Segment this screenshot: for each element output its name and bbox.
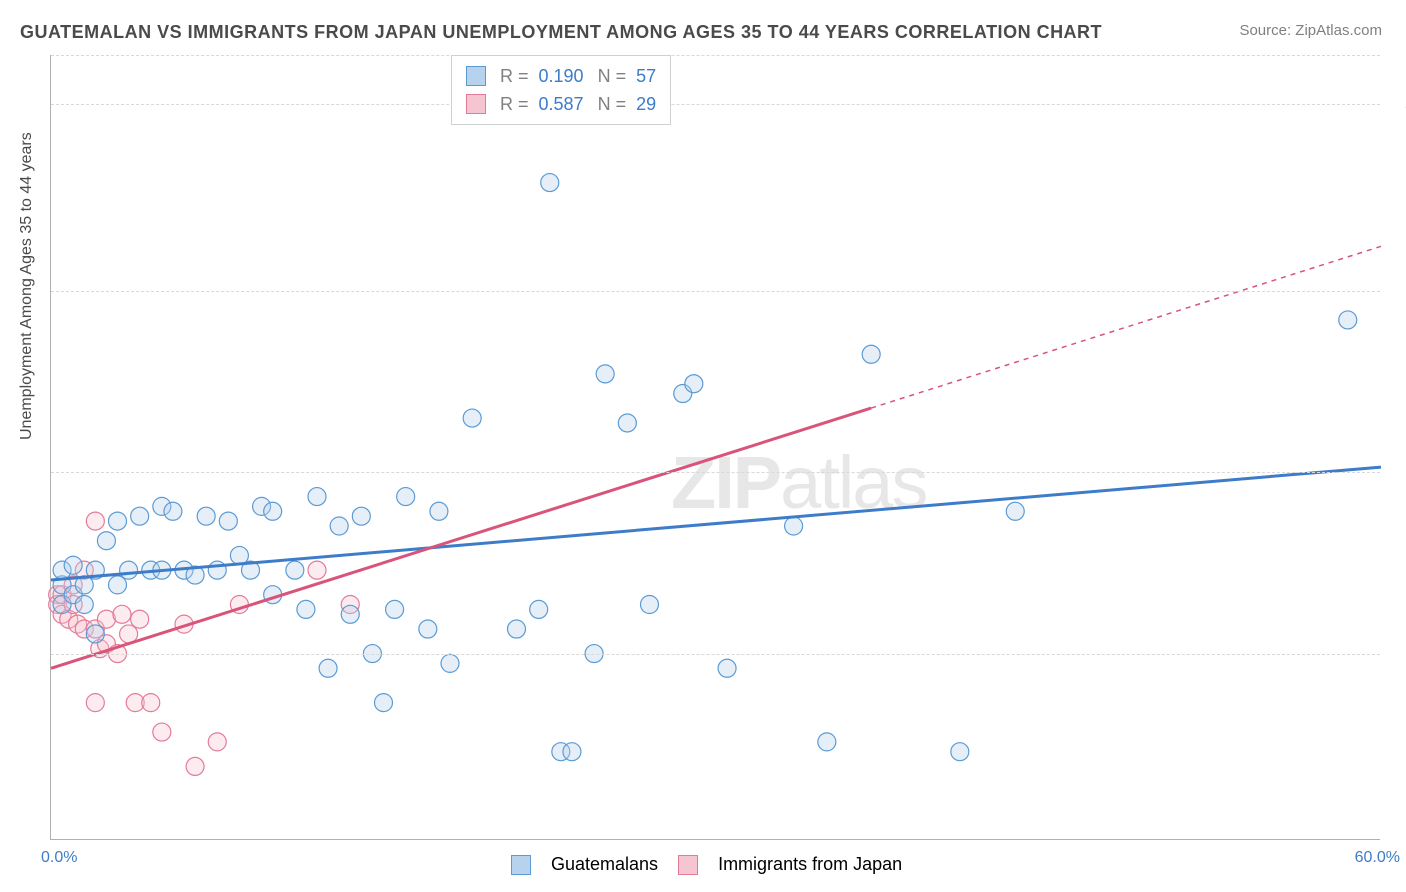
data-point <box>596 365 614 383</box>
source-label: Source: ZipAtlas.com <box>1239 22 1382 39</box>
data-point <box>818 733 836 751</box>
data-point <box>618 414 636 432</box>
data-point <box>341 605 359 623</box>
data-point <box>375 694 393 712</box>
swatch-blue-icon <box>511 855 531 875</box>
n-value-b: 29 <box>636 90 656 118</box>
chart-title: GUATEMALAN VS IMMIGRANTS FROM JAPAN UNEM… <box>20 22 1102 43</box>
data-point <box>264 502 282 520</box>
data-point <box>131 610 149 628</box>
data-point <box>397 488 415 506</box>
data-point <box>297 600 315 618</box>
data-point <box>641 596 659 614</box>
legend-label-a: Guatemalans <box>551 854 658 875</box>
n-label-a: N = <box>598 62 627 90</box>
data-point <box>508 620 526 638</box>
swatch-pink-icon <box>678 855 698 875</box>
data-point <box>386 600 404 618</box>
data-point <box>230 546 248 564</box>
trend-line <box>871 246 1381 408</box>
x-axis-max-label: 60.0% <box>1355 849 1400 867</box>
plot-area: ZIPatlas R = 0.190 N = 57 R = 0.587 N = … <box>50 55 1380 840</box>
y-tick-label: 3.8% <box>1390 645 1406 663</box>
data-point <box>131 507 149 525</box>
data-point <box>308 561 326 579</box>
y-tick-label: 11.2% <box>1390 282 1406 300</box>
gridline-h <box>51 55 1380 56</box>
trend-line <box>51 408 871 668</box>
data-point <box>785 517 803 535</box>
swatch-pink-icon <box>466 94 486 114</box>
r-label-a: R = <box>500 62 529 90</box>
legend-label-b: Immigrants from Japan <box>718 854 902 875</box>
n-value-a: 57 <box>636 62 656 90</box>
data-point <box>352 507 370 525</box>
data-point <box>685 375 703 393</box>
stats-legend: R = 0.190 N = 57 R = 0.587 N = 29 <box>451 55 671 125</box>
data-point <box>718 659 736 677</box>
data-point <box>463 409 481 427</box>
data-point <box>541 174 559 192</box>
chart-svg <box>51 55 1380 839</box>
data-point <box>109 512 127 530</box>
data-point <box>862 345 880 363</box>
data-point <box>286 561 304 579</box>
gridline-h <box>51 472 1380 473</box>
y-tick-label: 7.5% <box>1390 463 1406 481</box>
data-point <box>419 620 437 638</box>
r-value-a: 0.190 <box>539 62 584 90</box>
r-label-b: R = <box>500 90 529 118</box>
data-point <box>86 694 104 712</box>
data-point <box>1006 502 1024 520</box>
data-point <box>64 556 82 574</box>
data-point <box>219 512 237 530</box>
data-point <box>430 502 448 520</box>
data-point <box>120 561 138 579</box>
data-point <box>330 517 348 535</box>
data-point <box>86 512 104 530</box>
data-point <box>153 723 171 741</box>
swatch-blue-icon <box>466 66 486 86</box>
data-point <box>308 488 326 506</box>
gridline-h <box>51 654 1380 655</box>
data-point <box>142 694 160 712</box>
data-point <box>530 600 548 618</box>
y-tick-label: 15.0% <box>1390 95 1406 113</box>
data-point <box>164 502 182 520</box>
series-legend: Guatemalans Immigrants from Japan <box>511 854 902 875</box>
gridline-h <box>51 291 1380 292</box>
data-point <box>186 757 204 775</box>
data-point <box>97 532 115 550</box>
n-label-b: N = <box>598 90 627 118</box>
data-point <box>441 654 459 672</box>
r-value-b: 0.587 <box>539 90 584 118</box>
data-point <box>109 576 127 594</box>
trend-line <box>51 467 1381 580</box>
data-point <box>563 743 581 761</box>
x-axis-min-label: 0.0% <box>41 849 77 867</box>
data-point <box>75 596 93 614</box>
data-point <box>319 659 337 677</box>
data-point <box>86 625 104 643</box>
stats-row-b: R = 0.587 N = 29 <box>466 90 656 118</box>
data-point <box>113 605 131 623</box>
y-axis-title: Unemployment Among Ages 35 to 44 years <box>18 132 36 440</box>
data-point <box>1339 311 1357 329</box>
gridline-h <box>51 104 1380 105</box>
data-point <box>951 743 969 761</box>
stats-row-a: R = 0.190 N = 57 <box>466 62 656 90</box>
data-point <box>208 733 226 751</box>
data-point <box>197 507 215 525</box>
